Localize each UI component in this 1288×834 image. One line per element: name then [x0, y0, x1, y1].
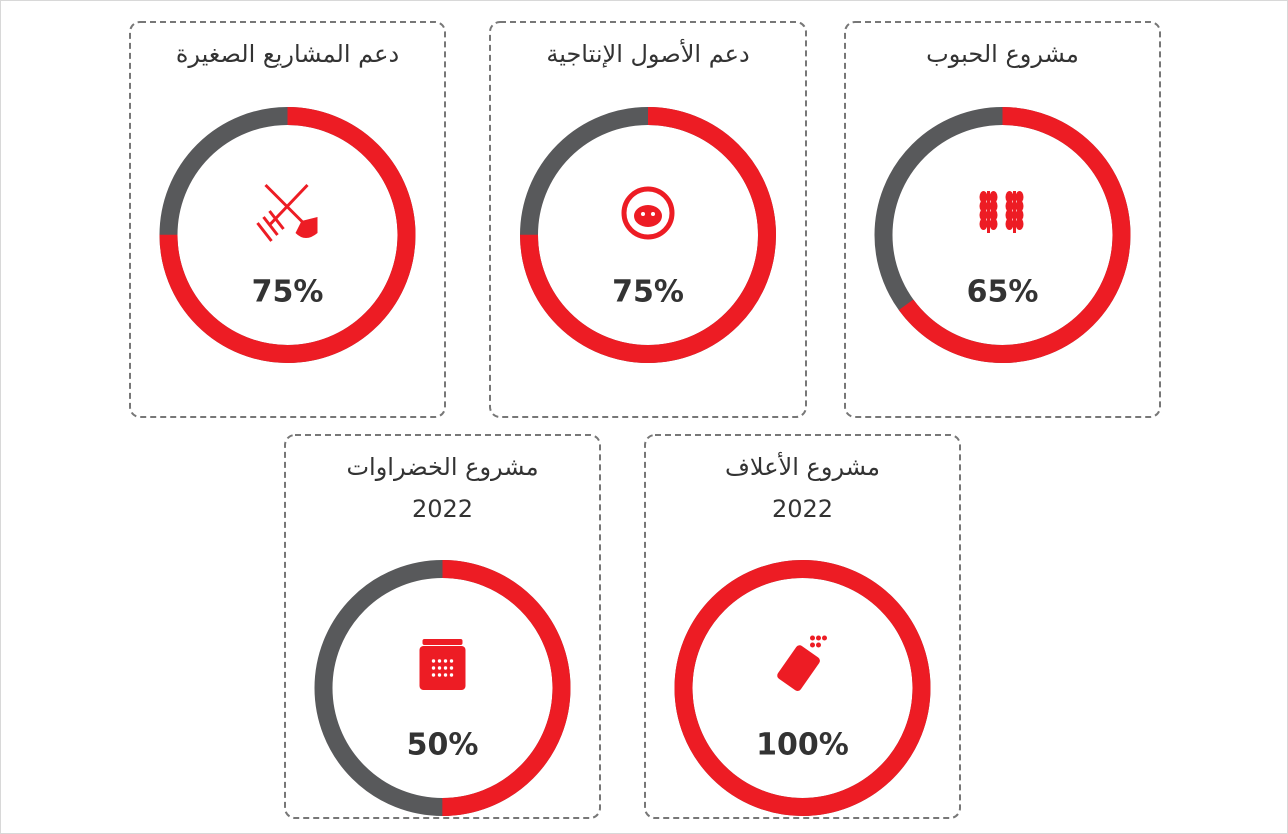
icon-part	[449, 659, 454, 663]
icon-part	[989, 200, 998, 212]
gauge-value-label: 100%	[756, 728, 849, 763]
icon-part	[431, 666, 436, 670]
icon-part	[449, 673, 454, 677]
icon-part	[1005, 209, 1014, 221]
icon-part	[979, 200, 988, 212]
gauge-value-label: 75%	[252, 275, 324, 310]
icon-part	[1005, 218, 1014, 230]
icon-part	[810, 635, 815, 641]
icon-part	[443, 659, 448, 663]
icon	[621, 186, 675, 240]
card-title: مشروع الحبوب	[926, 40, 1079, 68]
icon-part	[1005, 191, 1014, 203]
icon-part	[989, 218, 998, 230]
icon-part	[979, 209, 988, 221]
card-subtitle: 2022	[772, 495, 833, 523]
gauge-arc	[314, 560, 571, 816]
icon-part	[816, 642, 821, 648]
icon-part	[989, 191, 998, 203]
icon-part	[822, 635, 827, 641]
gauge-value-label: 50%	[407, 728, 479, 763]
icon-part	[449, 666, 454, 670]
card-title: مشروع الخضراوات	[346, 453, 538, 481]
gauge-arc	[874, 107, 1131, 363]
icon-part	[256, 210, 285, 242]
icon-part	[777, 645, 820, 691]
icon-part	[419, 646, 466, 690]
icon-part	[816, 635, 821, 641]
icon-part	[641, 212, 645, 216]
icon-part	[431, 659, 436, 663]
card	[489, 21, 807, 418]
icon-part	[422, 639, 463, 645]
icon-part	[1015, 218, 1024, 230]
card-subtitle: 2022	[412, 495, 473, 523]
icon-part	[634, 205, 662, 227]
icon	[777, 635, 827, 691]
icon	[419, 639, 466, 690]
icon-part	[621, 186, 675, 240]
icon-part	[1005, 200, 1014, 212]
icon	[979, 191, 1024, 233]
icon-part	[295, 217, 318, 238]
icon	[256, 183, 318, 242]
icon-part	[979, 191, 988, 203]
icon-part	[437, 673, 442, 677]
icon-part	[989, 209, 998, 221]
icon-part	[437, 666, 442, 670]
gauge-arc	[159, 107, 416, 363]
icon-part	[810, 642, 815, 648]
icon-part	[979, 218, 988, 230]
icon-part	[437, 659, 442, 663]
icon-part	[1015, 191, 1024, 203]
card-title: دعم الأصول الإنتاجية	[546, 39, 749, 68]
card	[284, 434, 601, 819]
icon-part	[443, 666, 448, 670]
icon-part	[431, 673, 436, 677]
gauge-value-label: 75%	[612, 275, 684, 310]
gauge-value-label: 65%	[967, 275, 1039, 310]
gauge-arc	[520, 107, 776, 363]
icon-part	[1015, 209, 1024, 221]
icon-part	[1015, 200, 1024, 212]
card	[644, 434, 961, 819]
card-title: دعم المشاريع الصغيرة	[176, 40, 399, 68]
icon-part	[443, 673, 448, 677]
card-title: مشروع الأعلاف	[725, 452, 880, 481]
gauge-arc	[674, 560, 931, 816]
icon-part	[651, 212, 655, 216]
